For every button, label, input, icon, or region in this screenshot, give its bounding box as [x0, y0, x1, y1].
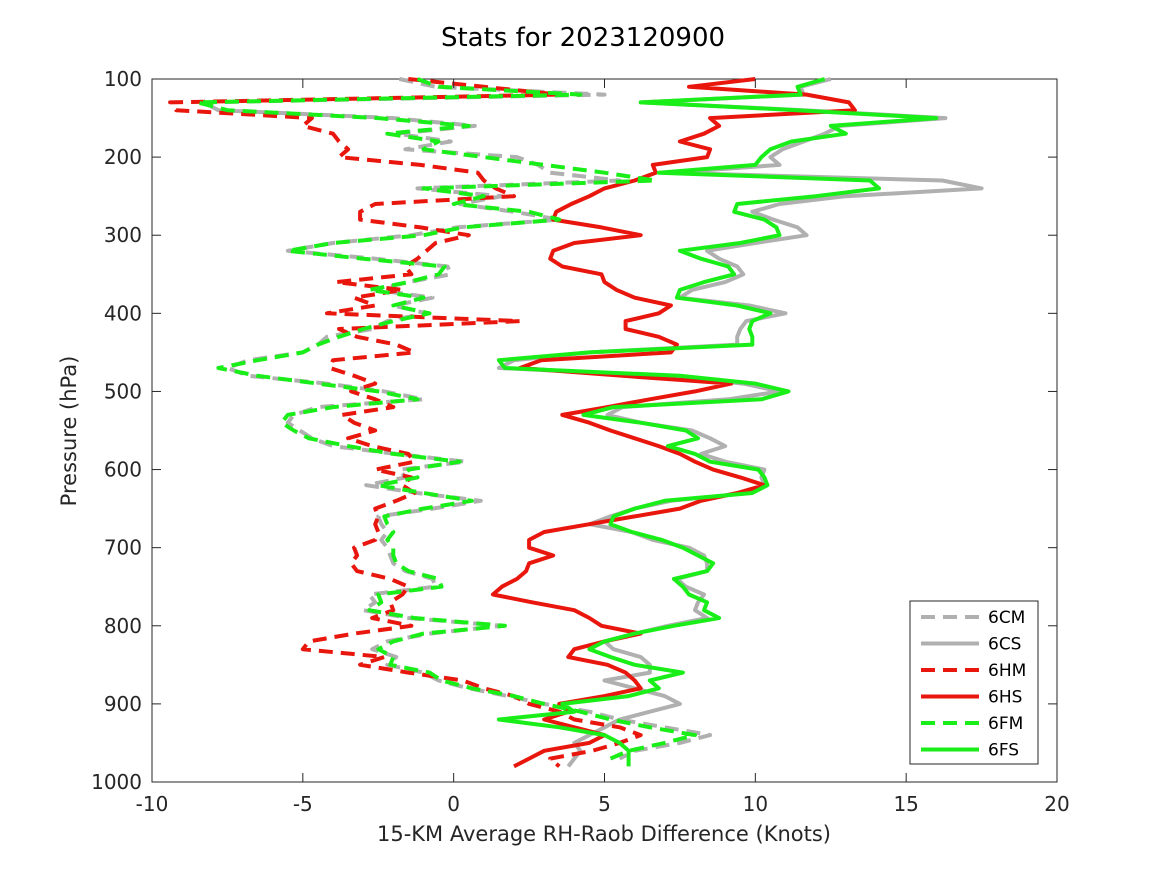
series-line-6fs — [496, 77, 939, 767]
legend-label-6cs: 6CS — [988, 635, 1021, 655]
x-tick-label: 0 — [447, 792, 460, 816]
y-tick-label: 100 — [104, 67, 142, 91]
legend-box — [909, 600, 1039, 765]
y-tick-label: 800 — [104, 614, 142, 638]
y-tick-label: 300 — [104, 223, 142, 247]
x-tick-label: -10 — [136, 792, 169, 816]
series-line-6fm — [195, 77, 697, 761]
y-tick-label: 600 — [104, 458, 142, 482]
legend-label-6fm: 6FM — [988, 714, 1023, 734]
series-layer — [168, 77, 984, 769]
legend: 6CM 6CS 6HM 6HS 6FM 6FS — [909, 600, 1039, 765]
series-line-6hs — [490, 77, 857, 769]
x-tick-label: -5 — [293, 792, 313, 816]
legend-label-6fs: 6FS — [988, 741, 1019, 761]
x-axis-label: 15-KM Average RH-Raob Difference (Knots) — [377, 822, 831, 846]
y-tick-label: 900 — [104, 692, 142, 716]
x-tick-label: 15 — [893, 792, 918, 816]
y-tick-label: 700 — [104, 536, 142, 560]
ticks-layer: -10 -5 0 5 10 15 20 100 200 300 400 500 600 700 800 900… — [91, 67, 1070, 816]
chart-title: Stats for 2023120900 — [441, 23, 725, 53]
series-line-6hm — [168, 77, 643, 768]
x-tick-label: 20 — [1044, 792, 1069, 816]
legend-label-6hs: 6HS — [988, 688, 1022, 708]
y-tick-label: 500 — [104, 379, 142, 403]
x-tick-label: 10 — [743, 792, 768, 816]
y-tick-label: 1000 — [91, 770, 142, 794]
y-axis-label: Pressure (hPa) — [57, 356, 81, 507]
legend-label-6cm: 6CM — [988, 608, 1025, 628]
legend-label-6hm: 6HM — [988, 661, 1026, 681]
y-tick-label: 400 — [104, 301, 142, 325]
y-tick-label: 200 — [104, 145, 142, 169]
x-tick-label: 5 — [598, 792, 611, 816]
